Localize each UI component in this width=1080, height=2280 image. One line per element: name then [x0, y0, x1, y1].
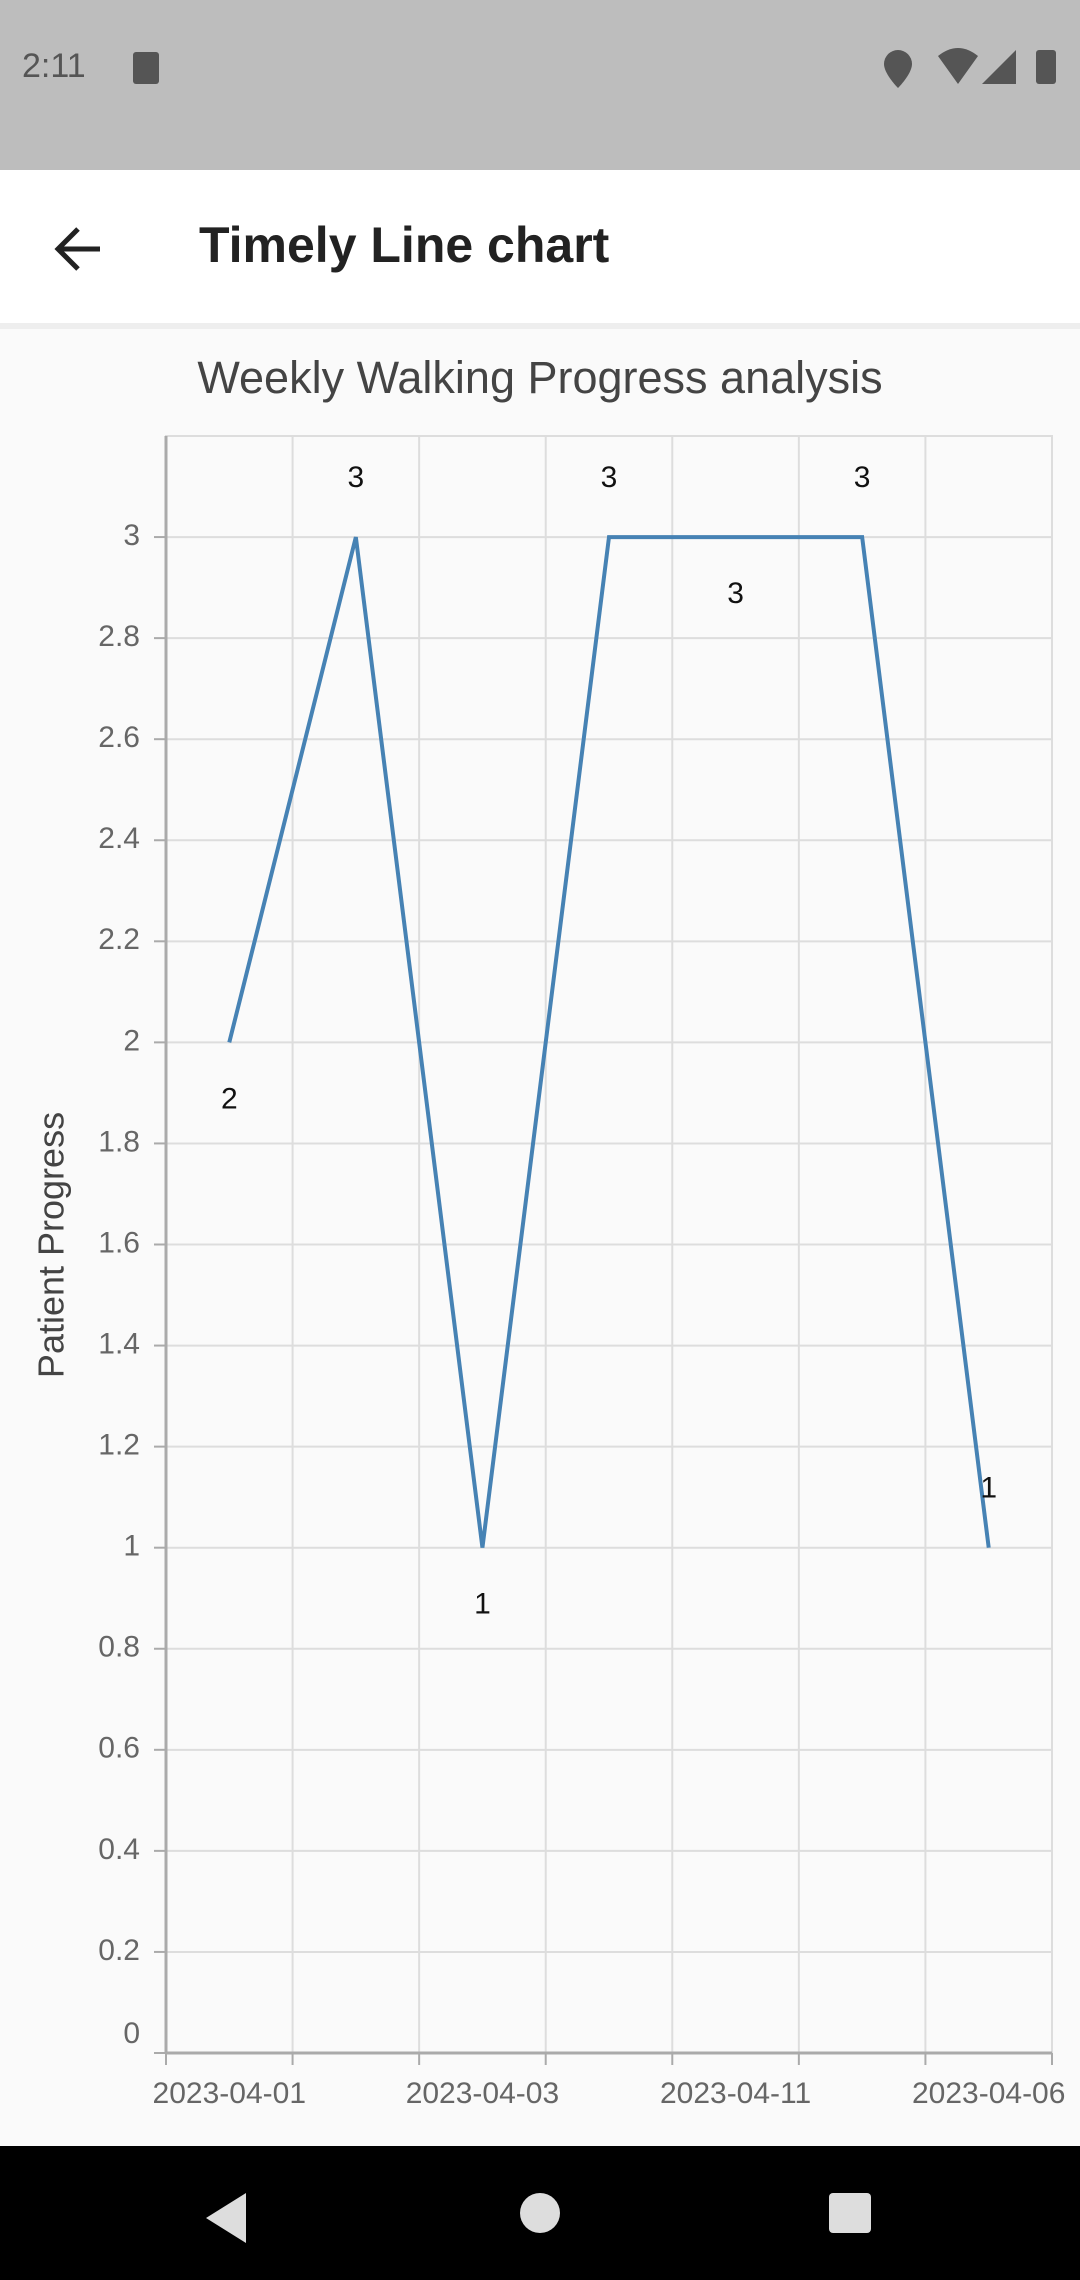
- nav-recents[interactable]: [829, 2193, 871, 2233]
- y-tick-label: 2.8: [98, 620, 140, 653]
- y-tick-label: 0.6: [98, 1732, 140, 1765]
- data-label: 3: [727, 577, 744, 610]
- data-label: 2: [221, 1082, 238, 1115]
- line-series: [227, 535, 991, 1548]
- app-bar: [0, 170, 1080, 323]
- y-tick-label: 0.2: [98, 1934, 140, 1967]
- y-tick-label: 0.4: [98, 1833, 140, 1866]
- data-label: 3: [601, 461, 618, 494]
- y-tick-label: 1.2: [98, 1429, 140, 1462]
- y-tick-label: 2.4: [98, 822, 140, 855]
- y-tick-label: 1.6: [98, 1226, 140, 1259]
- sd-card-icon: [133, 52, 159, 84]
- y-tick-label: 1: [123, 1530, 140, 1563]
- signal-icon: [982, 50, 1016, 84]
- nav-back[interactable]: [206, 2193, 246, 2243]
- y-tick-label: 2.2: [98, 923, 140, 956]
- y-tick-label: 1.8: [98, 1125, 140, 1158]
- location-icon: [884, 50, 912, 88]
- y-tick-label: 3: [123, 519, 140, 552]
- y-tick-label: 2.6: [98, 721, 140, 754]
- data-label: 3: [348, 461, 365, 494]
- x-tick-label: 2023-04-06: [912, 2077, 1065, 2110]
- data-label: 1: [474, 1588, 491, 1621]
- y-tick-label: 0: [123, 2017, 140, 2050]
- y-tick-label: 0.8: [98, 1631, 140, 1664]
- status-bar: [0, 0, 1080, 170]
- back-button[interactable]: [54, 227, 100, 271]
- nav-home[interactable]: [520, 2193, 560, 2233]
- y-axis-label: Patient Progress: [31, 1112, 72, 1378]
- app-bar-shadow: [0, 323, 1080, 329]
- battery-icon: [1036, 50, 1056, 84]
- app-bar-title: Timely Line chart: [199, 217, 610, 273]
- y-tick-label: 2: [123, 1024, 140, 1057]
- x-tick-label: 2023-04-11: [660, 2077, 811, 2110]
- chart-title: Weekly Walking Progress analysis: [197, 352, 882, 403]
- data-label: 1: [980, 1472, 997, 1505]
- status-time: 2:11: [22, 47, 86, 85]
- data-label: 3: [854, 461, 871, 494]
- y-tick-label: 1.4: [98, 1327, 140, 1360]
- x-tick-label: 2023-04-01: [153, 2077, 306, 2110]
- wifi-icon: [938, 48, 978, 84]
- x-tick-label: 2023-04-03: [406, 2077, 559, 2110]
